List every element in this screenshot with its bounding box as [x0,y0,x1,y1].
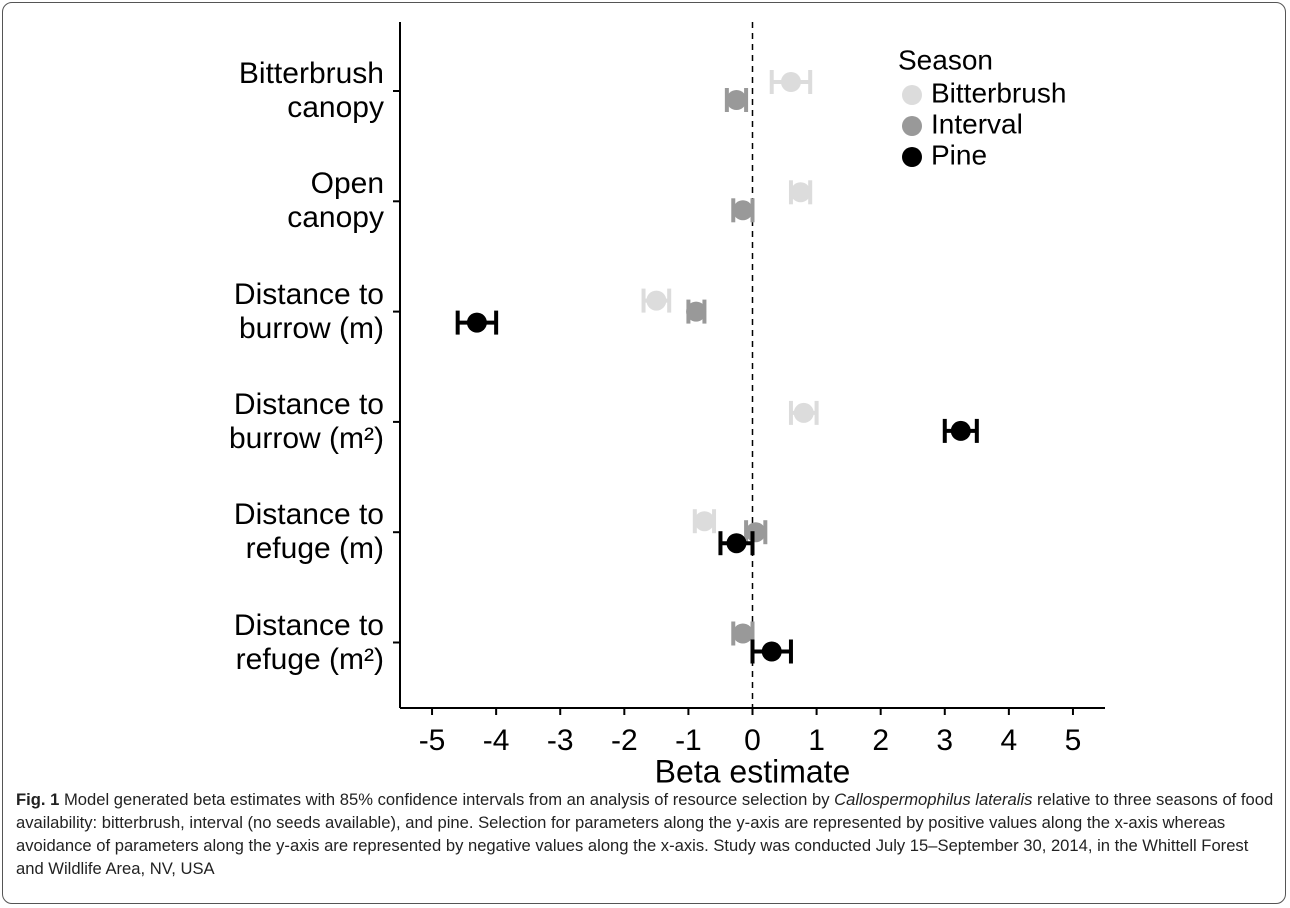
y-tick-label: Distance to burrow (m²) [229,387,384,455]
y-tick-label: Distance to burrow (m) [233,277,384,345]
point [780,72,801,92]
point [732,623,753,644]
legend-label: Bitterbrush [931,77,1066,108]
legend-marker [902,116,922,136]
x-tick-label: 3 [936,724,953,757]
x-tick-label: -2 [611,724,638,757]
caption: Fig. 1 Model generated beta estimates wi… [16,788,1278,880]
point [761,641,782,662]
point [790,182,811,203]
x-tick-label: -3 [547,724,574,757]
x-tick-label: -4 [483,724,510,757]
caption-species: Callospermophilus lateralis [834,790,1033,809]
y-tick-label: Bitterbrush canopy [238,57,384,124]
x-tick-label: 5 [1065,724,1082,757]
point [646,290,667,311]
point [694,511,715,532]
point [726,533,747,554]
y-tick-label: Distance to refuge (m²) [233,608,384,676]
legend-marker [902,147,922,167]
point [686,301,707,322]
point [745,522,766,543]
x-tick-label: -5 [419,724,446,757]
point [732,200,753,221]
caption-text: Model generated beta estimates with 85% … [59,790,835,809]
legend-label: Interval [931,108,1023,139]
legend-title: Season [898,44,993,75]
legend-marker [902,85,922,105]
x-tick-label: -1 [675,724,702,757]
y-tick-label: Distance to refuge (m) [233,498,384,566]
caption-text: relative to three seasons of food availa… [16,790,1274,878]
chart: -5 -4 -3 -2 -1 0 1 2 3 4 5 Beta estimate SeasonBitte… [393,22,1105,789]
point [726,90,747,110]
x-tick-label: 4 [1001,724,1018,757]
caption-label: Fig. 1 [16,790,60,809]
x-axis-title: Beta estimate [655,753,851,789]
x-tick-label: 2 [872,724,889,757]
point [950,420,971,441]
point [466,312,487,333]
y-tick-label: Open canopy [287,167,384,235]
x-tick-label: 1 [808,724,825,757]
x-tick-label: 0 [744,724,761,757]
legend-label: Pine [931,139,987,170]
point [793,402,814,423]
